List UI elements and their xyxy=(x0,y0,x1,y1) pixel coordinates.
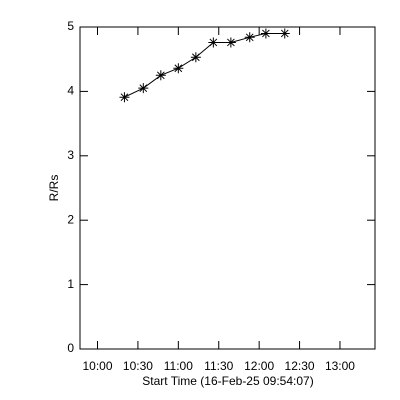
x-tick-label: 13:00 xyxy=(325,359,355,373)
asterisk-marker xyxy=(173,63,184,74)
x-tick-label: 10:00 xyxy=(82,359,112,373)
asterisk-marker xyxy=(190,52,201,63)
y-tick-label: 0 xyxy=(67,341,74,355)
asterisk-marker xyxy=(225,37,236,48)
x-axis-label: Start Time (16-Feb-25 09:54:07) xyxy=(142,374,313,388)
asterisk-marker xyxy=(119,92,130,103)
y-tick-label: 3 xyxy=(67,148,74,162)
y-tick-label: 1 xyxy=(67,277,74,291)
series-line xyxy=(124,32,285,98)
asterisk-marker xyxy=(260,28,271,39)
x-tick-label: 10:30 xyxy=(123,359,153,373)
asterisk-marker xyxy=(155,70,166,81)
y-tick-label: 2 xyxy=(67,212,74,226)
asterisk-marker xyxy=(208,37,219,48)
plot-frame xyxy=(79,26,376,350)
y-axis-label: R/Rs xyxy=(47,175,61,202)
y-tick-label: 5 xyxy=(67,19,74,33)
x-tick-label: 12:00 xyxy=(244,359,274,373)
asterisk-marker xyxy=(138,83,149,94)
x-tick-label: 11:00 xyxy=(164,359,193,373)
x-tick-label: 11:30 xyxy=(204,359,233,373)
x-tick-label: 12:30 xyxy=(285,359,315,373)
asterisk-marker xyxy=(279,28,290,39)
y-tick-label: 4 xyxy=(67,84,74,98)
asterisk-marker xyxy=(244,32,255,43)
